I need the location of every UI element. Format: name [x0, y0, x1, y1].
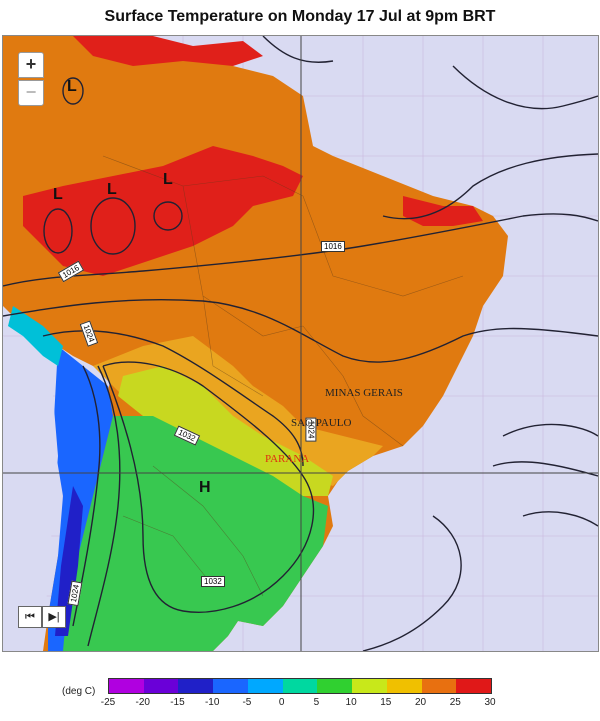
hot-zone-amazon [23, 146, 303, 276]
hot-zone-northeast [403, 196, 483, 226]
legend-tick-label: 0 [278, 697, 285, 708]
color-scale-segment [456, 679, 492, 693]
legend-tick-label: 20 [414, 697, 427, 708]
first-frame-button[interactable]: ⏮ [18, 606, 42, 628]
legend-tick-label: -10 [204, 697, 220, 708]
color-scale-bar [108, 678, 492, 694]
legend-tick-label: -5 [242, 697, 252, 708]
zoom-in-button[interactable]: + [18, 52, 44, 78]
color-scale-segment [109, 679, 144, 693]
legend-tick-label: -15 [170, 697, 185, 708]
isobar-label: 1032 [201, 576, 225, 587]
color-scale-segment [386, 679, 422, 693]
next-frame-button[interactable]: ▶| [42, 606, 66, 628]
place-label-parana: PARANA [265, 453, 310, 465]
zoom-out-button[interactable]: − [18, 80, 44, 106]
color-scale-segment [282, 679, 318, 693]
cool-zone [118, 366, 333, 496]
hot-zone-north [73, 36, 263, 66]
place-label-minas-gerais: MINAS GERAIS [325, 387, 403, 399]
legend-tick-label: -20 [135, 697, 150, 708]
map-title: Surface Temperature on Monday 17 Jul at … [104, 8, 496, 25]
low-pressure-contours [43, 77, 183, 255]
color-scale-segment [352, 679, 387, 693]
andes-cyan [8, 306, 63, 366]
high-pressure-marker: H [199, 479, 211, 496]
color-scale-segment [421, 679, 457, 693]
low-pressure-marker: L [107, 181, 117, 198]
legend-tick-label: 10 [345, 697, 357, 708]
isobar-label: 1016 [321, 241, 345, 252]
green-zone [63, 416, 328, 651]
legend-tick-label: -25 [100, 697, 116, 708]
pacific-ocean [3, 336, 58, 651]
map-canvas [3, 36, 598, 651]
legend-unit: (deg C) [62, 686, 96, 697]
color-scale-segment [143, 679, 179, 693]
low-pressure-marker: L [163, 171, 173, 188]
state-borders [102, 155, 464, 597]
place-label-sao-paulo: SAO PAULO [291, 417, 352, 429]
andes-very-cold [55, 486, 83, 636]
legend-tick-label: 25 [449, 697, 461, 708]
temperature-map[interactable]: 1016 1016 1024 1032 1032 1024 1024 L L L… [2, 35, 599, 652]
color-scale-segment [213, 679, 248, 693]
legend-tick-label: 5 [313, 697, 320, 708]
color-scale-segment [317, 679, 353, 693]
legend-tick-label: 15 [380, 697, 392, 708]
legend-tick-label: 30 [484, 697, 496, 708]
low-pressure-marker: L [67, 78, 77, 95]
color-scale-segment [247, 679, 283, 693]
low-pressure-marker: L [53, 186, 63, 203]
color-scale-segment [178, 679, 214, 693]
